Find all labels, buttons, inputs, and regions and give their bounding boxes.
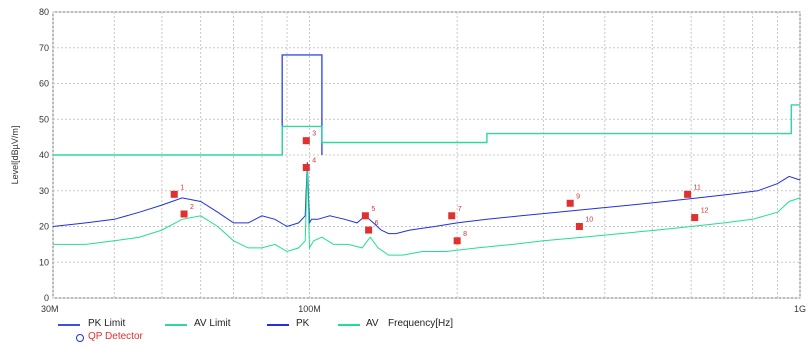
qp-marker-label: 8 bbox=[463, 231, 467, 238]
qp-marker bbox=[302, 137, 310, 145]
qp-marker-label: 9 bbox=[576, 193, 580, 200]
qp-marker-label: 1 bbox=[180, 184, 184, 191]
series-av-limit bbox=[53, 104, 800, 156]
qp-marker-label: 11 bbox=[694, 184, 701, 191]
legend-qp-detector: QP Detector bbox=[88, 331, 143, 342]
y-tick-label: 10 bbox=[39, 257, 49, 267]
qp-marker-label: 12 bbox=[701, 208, 709, 215]
x-tick-label: 100M bbox=[298, 304, 321, 314]
legend-swatch-pk bbox=[267, 324, 289, 326]
qp-marker bbox=[453, 237, 461, 245]
qp-marker bbox=[302, 164, 310, 172]
legend-av-limit: AV Limit bbox=[194, 318, 231, 329]
qp-marker-label: 2 bbox=[190, 204, 194, 211]
x-tick-label: 30M bbox=[41, 304, 59, 314]
x-axis-title: Frequency[Hz] bbox=[388, 318, 454, 329]
legend-av: AV bbox=[366, 318, 379, 329]
legend-pk: PK bbox=[296, 318, 310, 329]
qp-marker bbox=[684, 190, 692, 198]
y-tick-label: 50 bbox=[39, 114, 49, 124]
qp-marker bbox=[180, 210, 188, 218]
qp-marker bbox=[691, 214, 699, 222]
axis-layer: 0 10 20 30 40 50 60 70 80 30M 100M 1G Level[dBµV/m] bbox=[10, 7, 806, 314]
y-axis-title: Level[dBµV/m] bbox=[10, 126, 20, 185]
y-tick-label: 70 bbox=[39, 43, 49, 53]
series-pk-limit bbox=[281, 54, 323, 155]
qp-marker-label: 10 bbox=[585, 217, 593, 224]
legend-swatch-av-limit bbox=[165, 324, 187, 326]
y-tick-label: 60 bbox=[39, 79, 49, 89]
y-tick-label: 20 bbox=[39, 222, 49, 232]
y-tick-label: 30 bbox=[39, 186, 49, 196]
qp-marker-label: 5 bbox=[371, 206, 375, 213]
legend-pk-limit: PK Limit bbox=[88, 318, 126, 329]
qp-marker bbox=[170, 190, 178, 198]
qp-marker bbox=[365, 226, 373, 234]
legend-swatch-av bbox=[338, 324, 360, 326]
qp-marker bbox=[575, 223, 583, 230]
qp-marker bbox=[361, 212, 369, 220]
y-tick-label: 40 bbox=[39, 150, 49, 160]
qp-marker-label: 3 bbox=[312, 131, 316, 138]
qp-marker-label: 4 bbox=[312, 158, 316, 165]
qp-marker-label: 7 bbox=[458, 206, 462, 213]
y-tick-label: 0 bbox=[44, 293, 49, 303]
qp-marker-label: 6 bbox=[375, 220, 379, 227]
series-av bbox=[53, 169, 801, 256]
legend-qp-marker-icon bbox=[76, 334, 84, 342]
series-layer bbox=[52, 54, 801, 256]
y-tick-label: 80 bbox=[39, 7, 49, 17]
qp-marker bbox=[448, 212, 456, 220]
qp-marker bbox=[566, 199, 574, 207]
legend-swatch-pk-limit bbox=[58, 324, 80, 326]
x-tick-label: 1G bbox=[794, 304, 806, 314]
series-pk bbox=[52, 162, 801, 235]
